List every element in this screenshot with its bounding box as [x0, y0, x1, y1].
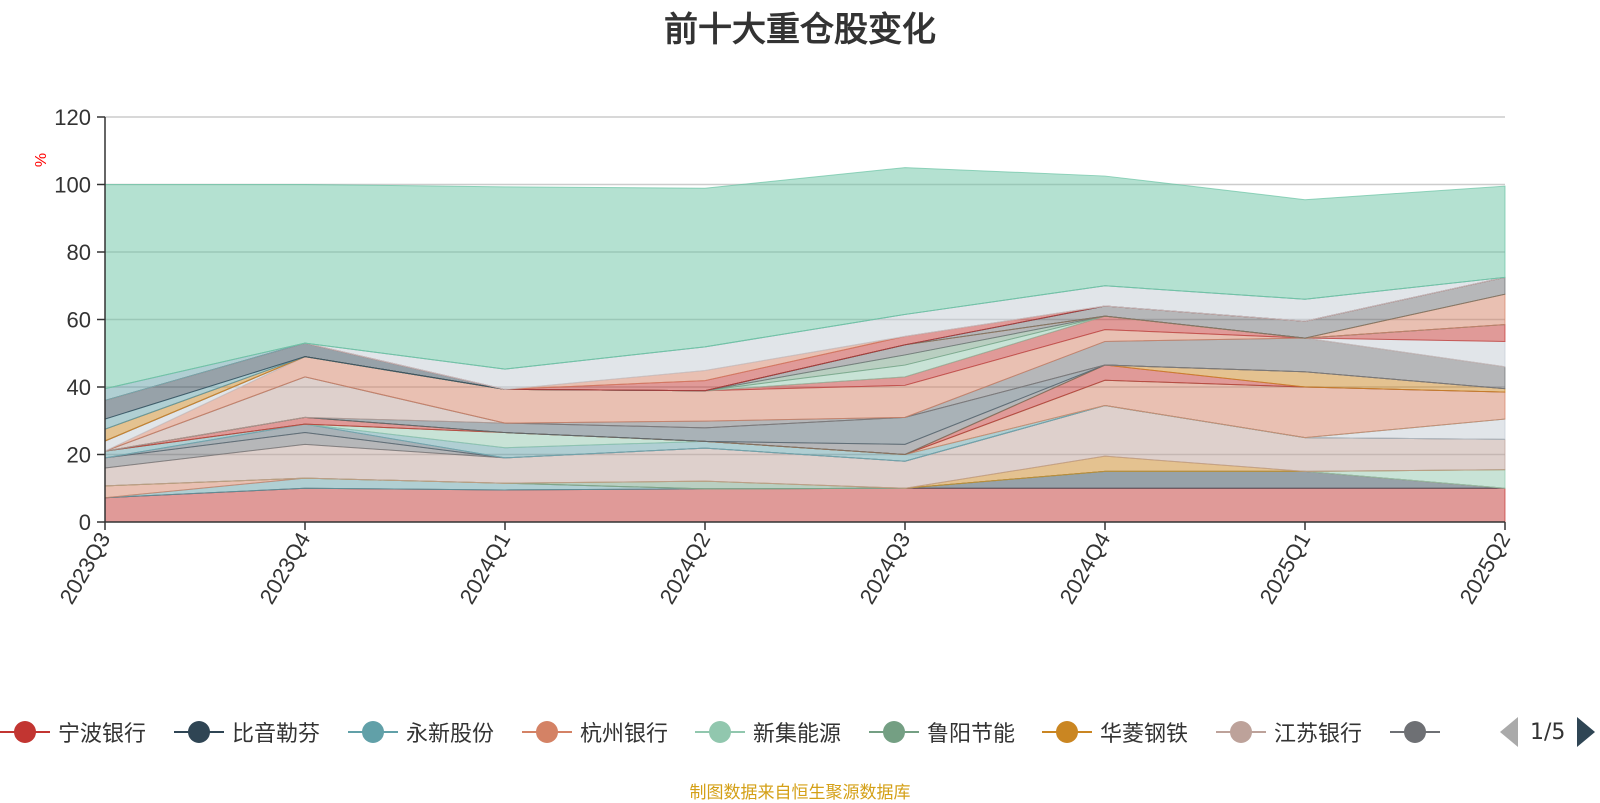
legend-label: 江苏银行 [1274, 722, 1363, 747]
legend-item[interactable]: 杭州银行 [522, 712, 668, 752]
legend-item[interactable]: 新集能源 [695, 712, 841, 752]
legend-marker-icon [0, 717, 50, 747]
legend-label: 比音勒芬 [232, 722, 321, 747]
legend-marker-icon [869, 717, 919, 747]
legend-label: 新集能源 [753, 722, 842, 747]
source-note: 制图数据来自恒生聚源数据库 [689, 783, 911, 803]
x-tick-label: 2023Q4 [255, 528, 316, 608]
series-areas [104, 167, 1506, 523]
legend-item[interactable]: 宁波银行 [0, 712, 146, 752]
legend-item[interactable] [1390, 712, 1448, 752]
legend-marker-icon [695, 717, 745, 747]
legend: 宁波银行 比音勒芬 永新股份 杭州银行 新集能源 鲁阳节能 华菱钢铁 江苏银行 [0, 712, 1600, 752]
legend-pager: 1/5 [1500, 712, 1596, 752]
legend-label: 鲁阳节能 [927, 722, 1016, 747]
legend-page-indicator: 1/5 [1530, 719, 1566, 745]
chart-area: 0 20 40 60 80 100 120 2023Q3 2023Q4 2024Q1 2024Q2 2… [33, 105, 1516, 608]
x-tick-label: 2025Q2 [1455, 528, 1516, 608]
legend-item[interactable]: 华菱钢铁 [1042, 712, 1188, 752]
y-axis-unit: % [33, 153, 50, 167]
chart-title: 前十大重仓股变化 [664, 10, 936, 50]
x-tick-label: 2023Q3 [55, 528, 116, 608]
x-tick-label: 2024Q1 [455, 528, 516, 608]
legend-label: 杭州银行 [580, 722, 669, 747]
x-tick-label: 2024Q3 [855, 528, 916, 608]
legend-label: 永新股份 [406, 722, 495, 747]
series-area-38 [104, 167, 1506, 390]
series-area-1 [104, 487, 1506, 523]
legend-item[interactable]: 永新股份 [348, 712, 494, 752]
y-tick-label: 0 [79, 510, 91, 535]
y-tick-label: 60 [67, 308, 91, 333]
y-tick-label: 20 [67, 443, 91, 468]
legend-marker-icon [1390, 717, 1440, 747]
legend-label: 宁波银行 [58, 722, 147, 747]
y-tick-label: 40 [67, 375, 91, 400]
legend-marker-icon [1042, 717, 1092, 747]
legend-item[interactable]: 江苏银行 [1216, 712, 1362, 752]
x-tick-label: 2024Q4 [1055, 528, 1116, 608]
legend-marker-icon [348, 717, 398, 747]
y-tick-label: 100 [54, 173, 91, 198]
x-tick-label: 2025Q1 [1255, 528, 1316, 608]
legend-label: 华菱钢铁 [1100, 722, 1189, 747]
legend-marker-icon [174, 717, 224, 747]
y-tick-label: 80 [67, 240, 91, 265]
legend-prev-page-icon[interactable] [1500, 717, 1518, 747]
legend-marker-icon [522, 717, 572, 747]
legend-item[interactable]: 鲁阳节能 [869, 712, 1015, 752]
x-tick-label: 2024Q2 [655, 528, 716, 608]
y-tick-label: 120 [54, 105, 91, 130]
legend-item[interactable]: 比音勒芬 [174, 712, 320, 752]
legend-next-page-icon[interactable] [1577, 717, 1596, 747]
legend-marker-icon [1216, 717, 1266, 747]
